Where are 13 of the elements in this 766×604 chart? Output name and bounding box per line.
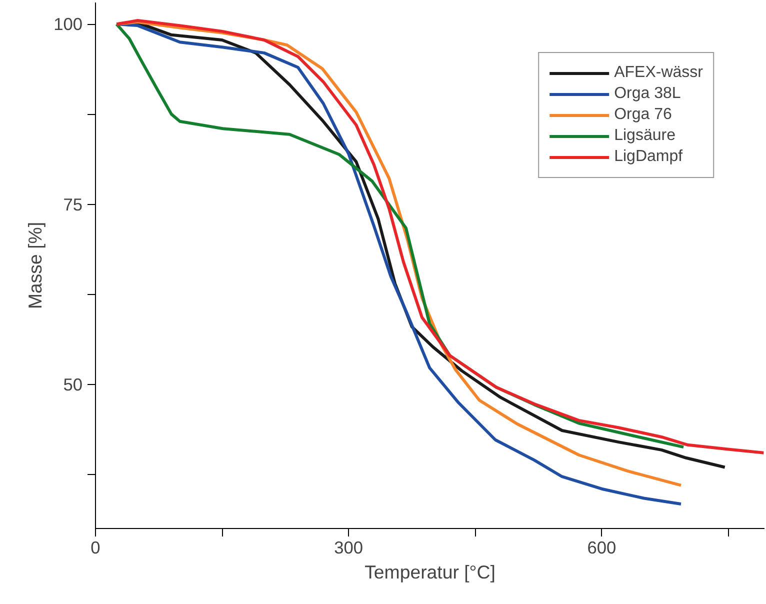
y-axis-title: Masse [%] [24, 222, 46, 310]
legend-label: Ligsäure [614, 127, 676, 145]
y-tick-label: 50 [63, 374, 83, 394]
y-tick-label: 100 [54, 14, 83, 34]
legend-label: AFEX-wässr [614, 64, 703, 82]
x-tick-label: 300 [334, 538, 364, 558]
legend-label: Orga 38L [614, 85, 681, 103]
x-tick-label: 0 [90, 538, 100, 558]
x-axis-title: Temperatur [°C] [364, 562, 496, 582]
legend-label: Orga 76 [614, 106, 672, 124]
legend-label: LigDampf [614, 148, 683, 166]
y-tick-label: 75 [63, 194, 83, 214]
x-tick-label: 600 [587, 538, 616, 558]
